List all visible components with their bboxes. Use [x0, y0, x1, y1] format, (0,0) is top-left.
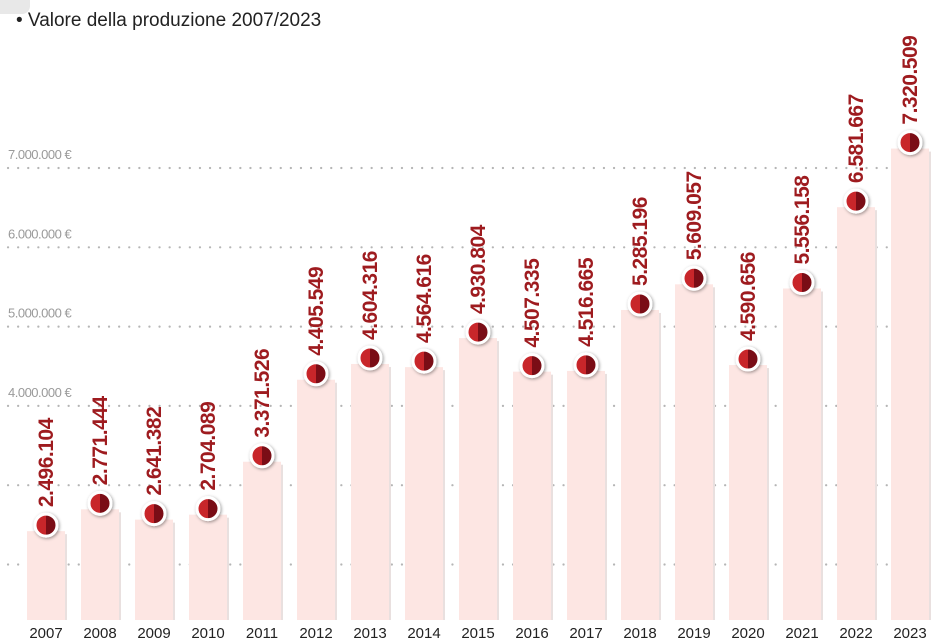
x-tick-label: 2013 [353, 625, 386, 642]
x-tick-label: 2019 [677, 625, 710, 642]
x-tick-label: 2014 [407, 625, 440, 642]
marker [195, 496, 221, 522]
bar [837, 207, 875, 621]
bar [621, 309, 659, 620]
x-tick-label: 2010 [191, 625, 224, 642]
value-label: 7.320.509 [899, 36, 922, 125]
chart-title: • Valore della produzione 2007/2023 [16, 10, 321, 31]
bar [405, 367, 443, 620]
value-label: 2.641.382 [143, 407, 166, 496]
bar [81, 509, 119, 620]
x-tick-label: 2008 [83, 625, 116, 642]
x-tick-label: 2009 [137, 625, 170, 642]
marker [249, 443, 275, 469]
marker [357, 345, 383, 371]
value-label: 4.564.616 [413, 254, 436, 343]
value-label: 2.771.444 [89, 396, 112, 486]
bar [891, 148, 929, 620]
marker [303, 361, 329, 387]
bar [351, 363, 389, 620]
x-tick-label: 2018 [623, 625, 656, 642]
value-label: 4.930.804 [467, 224, 490, 314]
x-tick-label: 2007 [29, 625, 62, 642]
value-label: 6.581.667 [845, 94, 868, 183]
value-label: 2.704.089 [197, 402, 220, 491]
marker [465, 319, 491, 345]
value-label: 4.516.665 [575, 257, 598, 347]
tab-decoration [0, 0, 30, 14]
bar [675, 284, 713, 620]
marker [627, 291, 653, 317]
marker [411, 348, 437, 374]
x-tick-label: 2012 [299, 625, 332, 642]
marker [789, 269, 815, 295]
marker [897, 130, 923, 156]
bar [189, 514, 227, 620]
value-label: 4.405.549 [305, 267, 328, 356]
y-tick-label: 5.000.000 € [8, 306, 72, 321]
value-label: 4.604.316 [359, 251, 382, 340]
bar [27, 531, 65, 620]
value-label: 4.507.335 [521, 258, 544, 348]
marker [843, 188, 869, 214]
marker [519, 353, 545, 379]
x-tick-label: 2020 [731, 625, 764, 642]
x-tick-label: 2011 [246, 625, 278, 642]
value-label: 4.590.656 [737, 252, 760, 341]
bar [135, 519, 173, 620]
bar [459, 338, 497, 620]
bar [567, 370, 605, 620]
value-label: 2.496.104 [35, 417, 58, 507]
y-tick-label: 6.000.000 € [8, 226, 72, 241]
value-label: 5.285.196 [629, 197, 652, 286]
x-tick-label: 2017 [569, 625, 602, 642]
y-tick-label: 7.000.000 € [8, 147, 72, 162]
x-tick-label: 2015 [461, 625, 494, 642]
x-tick-label: 2022 [839, 625, 872, 642]
value-label: 5.556.158 [791, 175, 814, 265]
bar [297, 379, 335, 620]
x-tick-label: 2023 [893, 625, 926, 642]
value-label: 5.609.057 [683, 171, 706, 260]
bar [783, 288, 821, 620]
y-tick-label: 4.000.000 € [8, 385, 72, 400]
bar [513, 371, 551, 620]
marker [735, 346, 761, 372]
marker [681, 265, 707, 291]
bar [729, 365, 767, 620]
marker [573, 352, 599, 378]
x-tick-label: 2021 [785, 625, 818, 642]
marker [141, 501, 167, 527]
marker [87, 490, 113, 516]
value-label: 3.371.526 [251, 349, 274, 438]
x-tick-label: 2016 [515, 625, 548, 642]
marker [33, 512, 59, 538]
bar [243, 461, 281, 620]
